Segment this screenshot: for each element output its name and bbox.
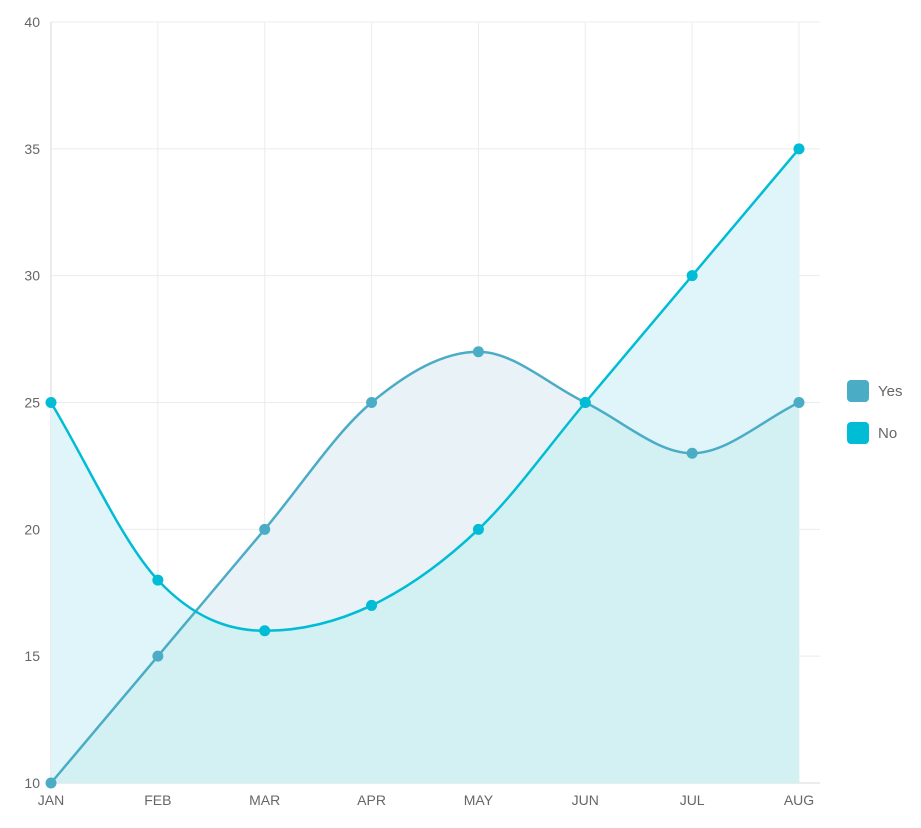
x-tick-label: JUN (572, 792, 599, 808)
series-areas (51, 148, 799, 784)
point-no-may[interactable] (472, 523, 484, 535)
point-no-jan[interactable] (45, 397, 57, 408)
y-tick-label: 25 (24, 395, 40, 411)
area-overlap (51, 351, 799, 783)
point-no-apr[interactable] (366, 599, 378, 611)
point-no-mar[interactable] (259, 625, 271, 637)
point-no-jul[interactable] (686, 270, 698, 282)
legend-item-yes[interactable]: Yes (847, 370, 902, 412)
y-tick-label: 40 (24, 14, 40, 30)
x-tick-label: MAR (249, 792, 280, 808)
point-yes-mar[interactable] (259, 523, 271, 535)
legend: Yes No (847, 370, 902, 454)
y-tick-label: 15 (24, 648, 40, 664)
line-yes (50, 350, 800, 784)
series-points (45, 143, 805, 789)
x-tick-label: APR (357, 792, 386, 808)
point-no-jun[interactable] (579, 397, 591, 408)
point-no-feb[interactable] (152, 574, 164, 586)
point-yes-jul[interactable] (686, 447, 698, 459)
legend-label-no: No (878, 424, 898, 442)
y-tick-label: 20 (24, 521, 40, 537)
point-yes-may[interactable] (472, 346, 484, 358)
point-no-aug[interactable] (793, 143, 805, 155)
point-yes-feb[interactable] (152, 650, 164, 662)
legend-swatch-yes (847, 380, 869, 402)
y-tick-label: 10 (24, 775, 40, 791)
x-axis-ticks: JAN FEB MAR APR MAY JUN JUL AUG (38, 792, 814, 808)
x-tick-label: AUG (784, 792, 814, 808)
x-tick-label: MAY (464, 792, 494, 808)
point-yes-apr[interactable] (366, 397, 378, 408)
y-tick-label: 35 (24, 141, 40, 157)
legend-item-no[interactable]: No (847, 412, 902, 454)
y-axis-ticks: 10 15 20 25 30 35 40 (24, 14, 40, 791)
x-tick-label: JAN (38, 792, 64, 808)
point-yes-jan[interactable] (45, 777, 57, 789)
x-tick-label: JUL (680, 792, 705, 808)
legend-swatch-no (847, 422, 869, 444)
legend-label-yes: Yes (878, 382, 903, 400)
y-tick-label: 30 (24, 268, 40, 284)
x-tick-label: FEB (144, 792, 171, 808)
point-yes-aug[interactable] (793, 397, 805, 408)
